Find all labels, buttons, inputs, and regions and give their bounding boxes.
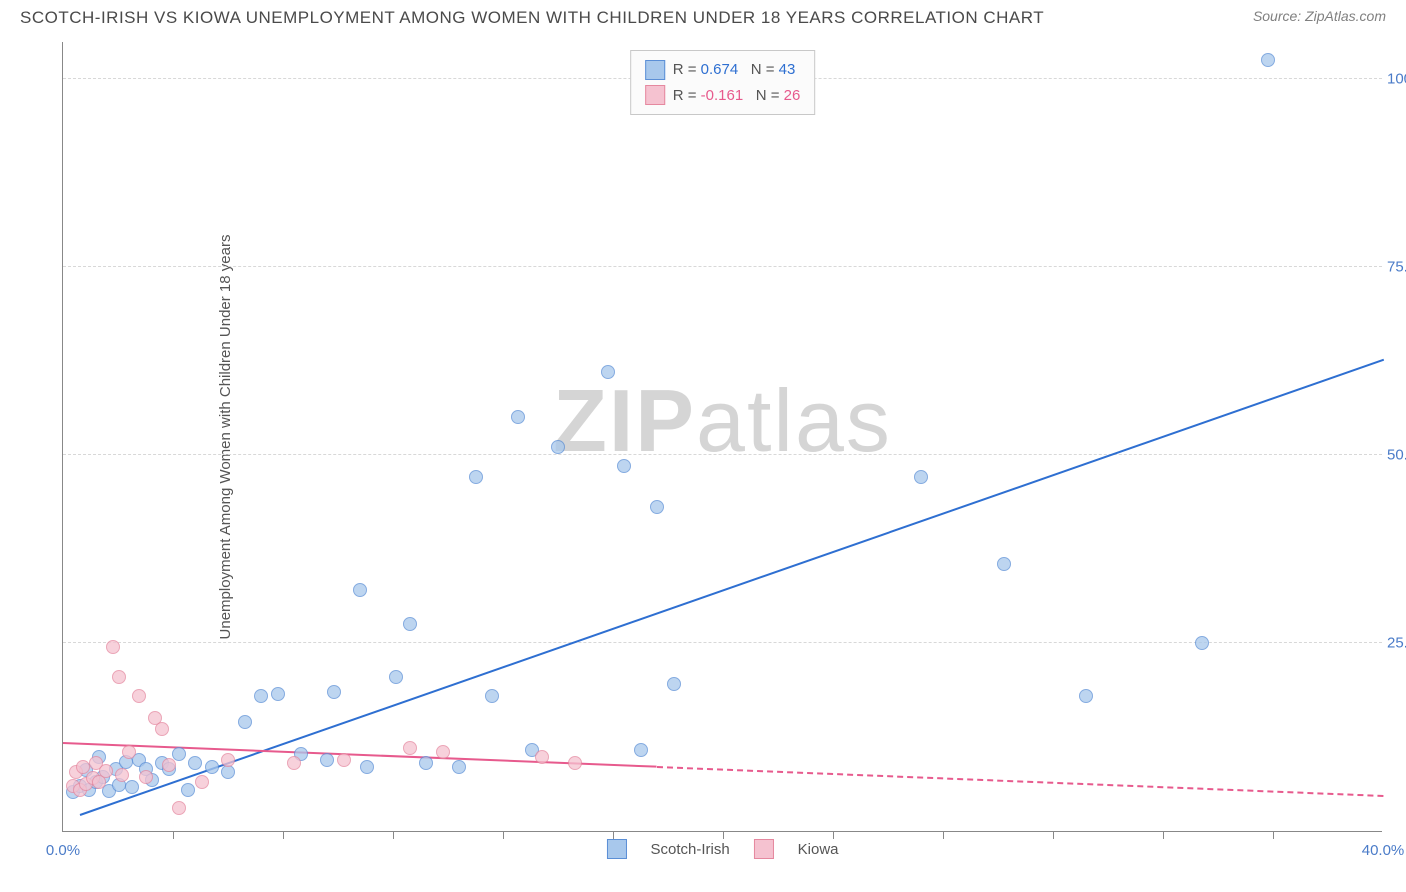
data-point: [205, 760, 219, 774]
x-tick: [1053, 831, 1054, 839]
data-point: [112, 670, 126, 684]
chart-header: SCOTCH-IRISH VS KIOWA UNEMPLOYMENT AMONG…: [0, 0, 1406, 32]
data-point: [181, 783, 195, 797]
chart-title: SCOTCH-IRISH VS KIOWA UNEMPLOYMENT AMONG…: [20, 8, 1044, 28]
data-point: [360, 760, 374, 774]
data-point: [155, 722, 169, 736]
x-tick: [1273, 831, 1274, 839]
data-point: [188, 756, 202, 770]
gridline-horizontal: [63, 266, 1382, 267]
x-tick: [173, 831, 174, 839]
data-point: [452, 760, 466, 774]
legend-swatch: [606, 839, 626, 859]
data-point: [125, 780, 139, 794]
data-point: [172, 801, 186, 815]
data-point: [221, 753, 235, 767]
data-point: [650, 500, 664, 514]
data-point: [115, 768, 129, 782]
data-point: [634, 743, 648, 757]
x-tick: [943, 831, 944, 839]
trend-line: [657, 766, 1383, 797]
legend-row: R = -0.161 N = 26: [645, 83, 801, 109]
trend-line: [79, 359, 1383, 816]
source-label: Source: ZipAtlas.com: [1253, 8, 1386, 24]
x-tick: [833, 831, 834, 839]
legend-swatch: [645, 85, 665, 105]
data-point: [254, 689, 268, 703]
legend-swatch: [645, 60, 665, 80]
gridline-horizontal: [63, 454, 1382, 455]
data-point: [132, 689, 146, 703]
data-point: [568, 756, 582, 770]
data-point: [238, 715, 252, 729]
data-point: [195, 775, 209, 789]
y-tick-label: 25.0%: [1387, 634, 1406, 651]
legend-label: Kiowa: [798, 841, 839, 858]
data-point: [337, 753, 351, 767]
x-tick: [503, 831, 504, 839]
data-point: [287, 756, 301, 770]
x-tick: [283, 831, 284, 839]
data-point: [403, 617, 417, 631]
x-tick: [1163, 831, 1164, 839]
data-point: [122, 745, 136, 759]
correlation-legend: R = 0.674 N = 43R = -0.161 N = 26: [630, 50, 816, 115]
legend-swatch: [754, 839, 774, 859]
data-point: [1079, 689, 1093, 703]
y-axis-label: Unemployment Among Women with Children U…: [217, 234, 234, 639]
x-tick-label: 40.0%: [1362, 842, 1405, 859]
data-point: [327, 685, 341, 699]
data-point: [511, 410, 525, 424]
watermark: ZIPatlas: [553, 370, 892, 472]
data-point: [221, 765, 235, 779]
x-tick-label: 0.0%: [46, 842, 80, 859]
data-point: [1195, 636, 1209, 650]
scatter-chart: Unemployment Among Women with Children U…: [62, 42, 1382, 832]
gridline-horizontal: [63, 642, 1382, 643]
data-point: [997, 557, 1011, 571]
y-tick-label: 75.0%: [1387, 258, 1406, 275]
data-point: [485, 689, 499, 703]
legend-row: R = 0.674 N = 43: [645, 57, 801, 83]
data-point: [320, 753, 334, 767]
data-point: [139, 770, 153, 784]
data-point: [271, 687, 285, 701]
y-tick-label: 100.0%: [1387, 70, 1406, 87]
data-point: [162, 758, 176, 772]
x-tick: [613, 831, 614, 839]
data-point: [1261, 53, 1275, 67]
series-legend: Scotch-Irish Kiowa: [606, 839, 838, 859]
data-point: [914, 470, 928, 484]
x-tick: [393, 831, 394, 839]
legend-label: Scotch-Irish: [650, 841, 729, 858]
legend-stats: R = 0.674 N = 43: [673, 57, 796, 83]
x-tick: [723, 831, 724, 839]
data-point: [403, 741, 417, 755]
y-tick-label: 50.0%: [1387, 446, 1406, 463]
data-point: [436, 745, 450, 759]
data-point: [617, 459, 631, 473]
data-point: [469, 470, 483, 484]
data-point: [419, 756, 433, 770]
data-point: [353, 583, 367, 597]
data-point: [667, 677, 681, 691]
data-point: [551, 440, 565, 454]
data-point: [389, 670, 403, 684]
legend-stats: R = -0.161 N = 26: [673, 83, 801, 109]
data-point: [535, 750, 549, 764]
data-point: [601, 365, 615, 379]
data-point: [99, 764, 113, 778]
data-point: [106, 640, 120, 654]
